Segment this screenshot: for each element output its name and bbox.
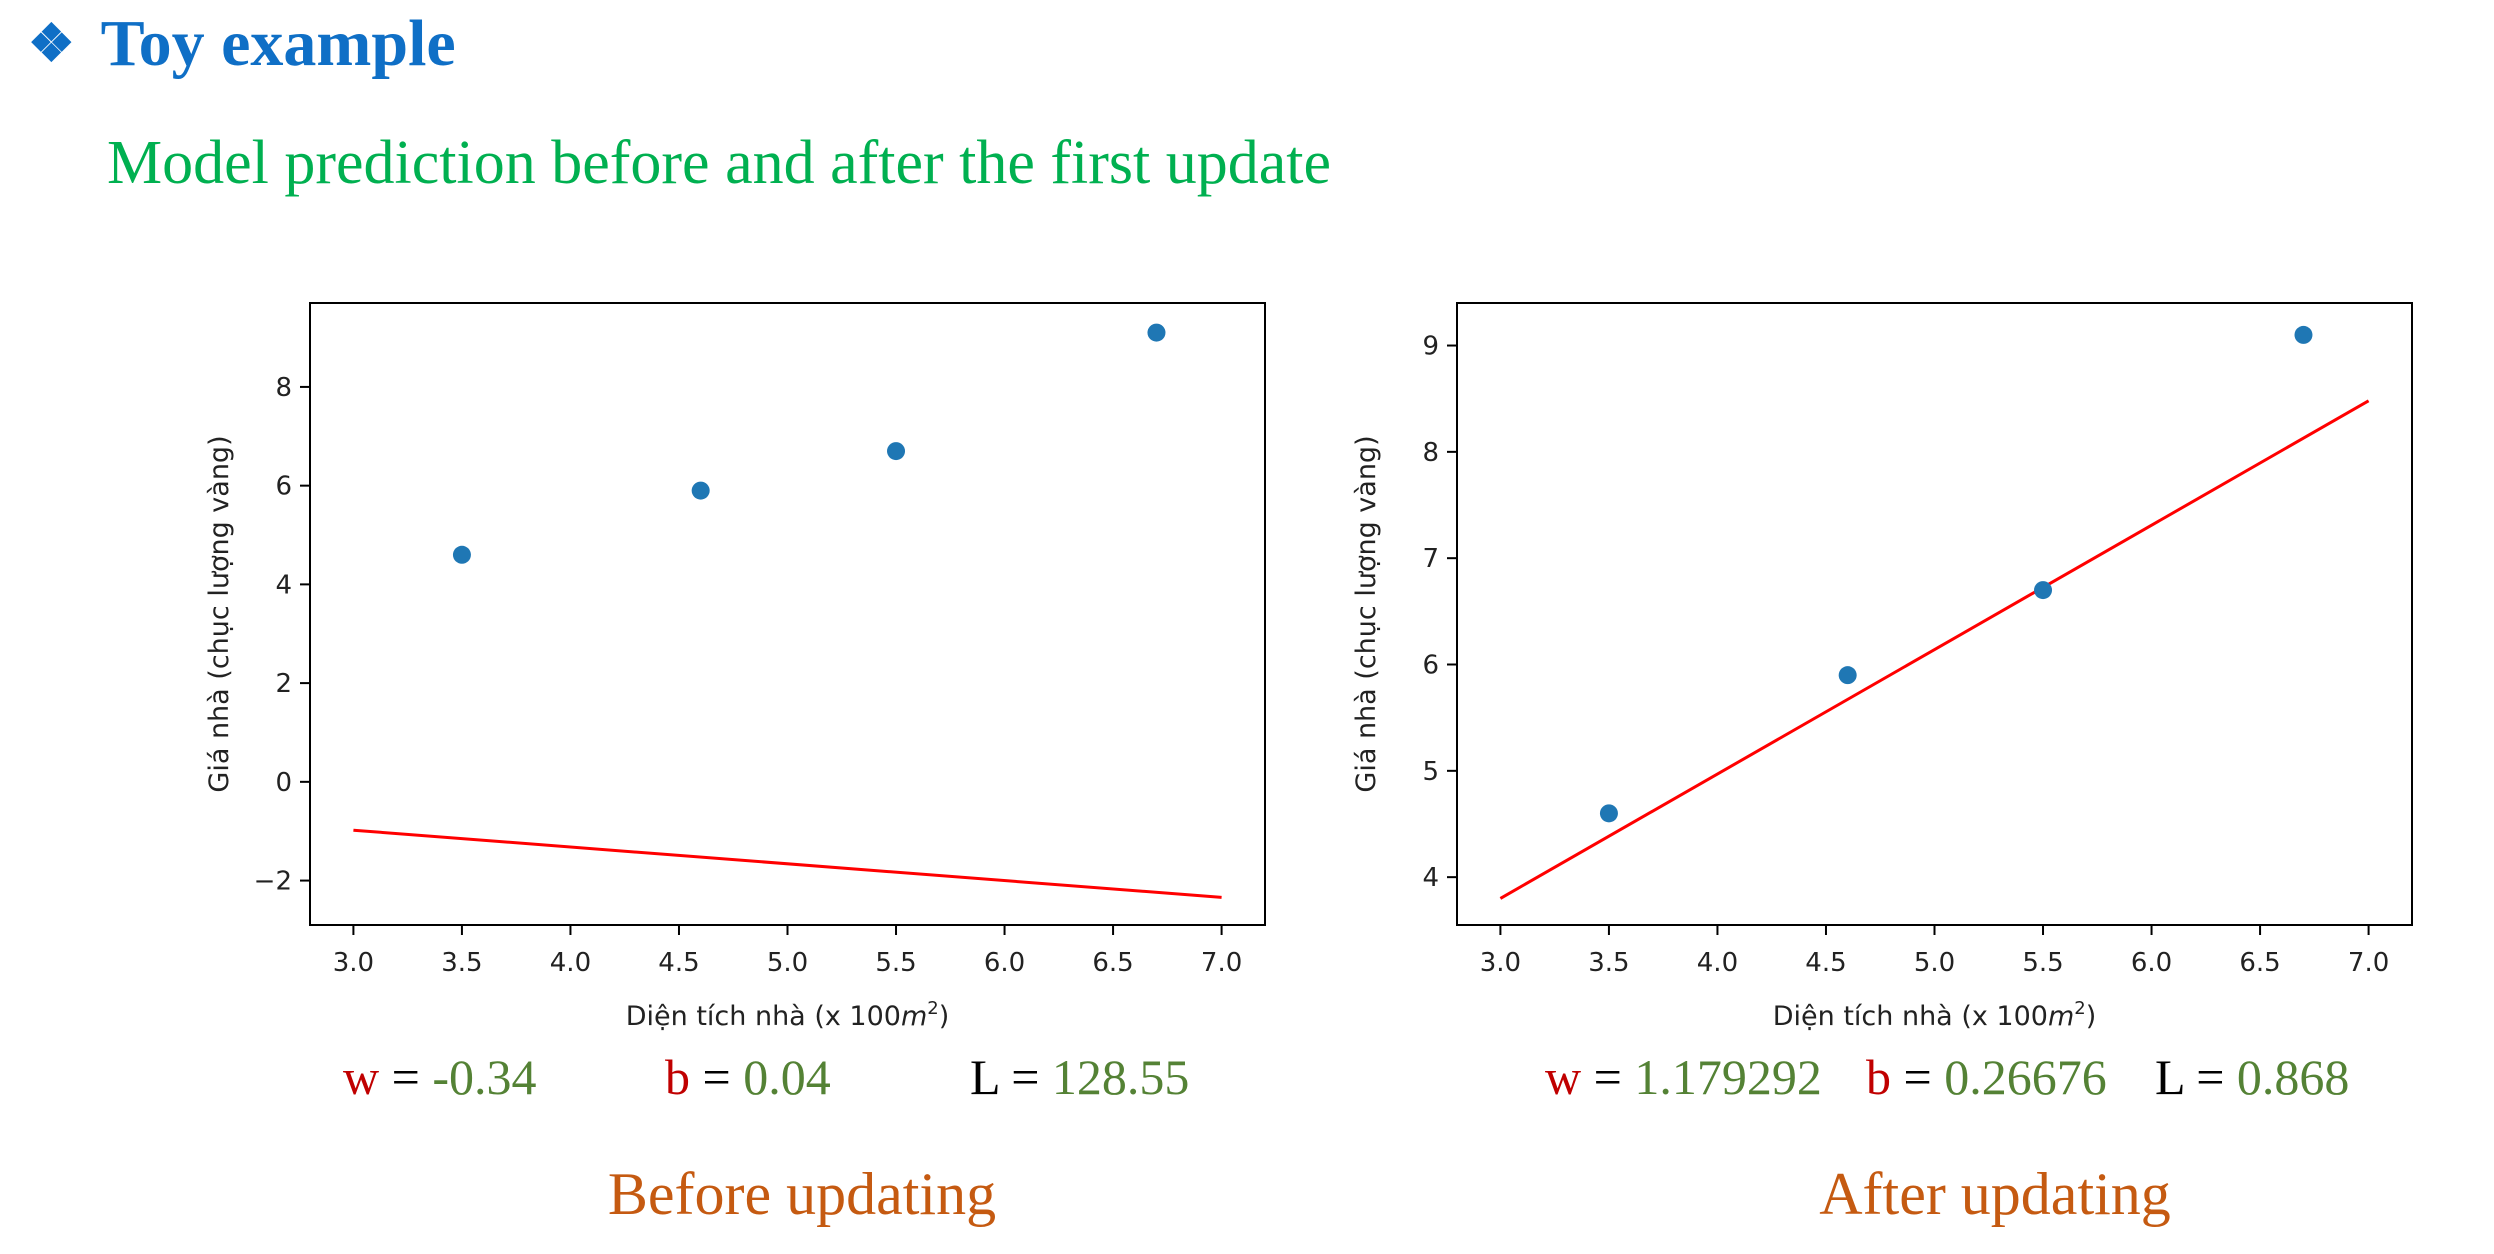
caption-before: Before updating bbox=[607, 1161, 997, 1227]
param-b-after: b = 0.26676 bbox=[1866, 1049, 2107, 1105]
after-data-point bbox=[2034, 581, 2053, 600]
after-ytick-label: 6 bbox=[1422, 651, 1439, 681]
before-xtick-label: 3.5 bbox=[441, 948, 482, 978]
before-xtick-label: 5.0 bbox=[767, 948, 808, 978]
after-data-point bbox=[1838, 666, 1857, 685]
after-xtick-label: 4.5 bbox=[1805, 948, 1846, 978]
after-y-axis-label: Giá nhà (chục lượng vàng) bbox=[1351, 435, 1382, 792]
after-xtick-label: 3.5 bbox=[1588, 948, 1629, 978]
after-data-point bbox=[2294, 325, 2313, 344]
param-b-before: b = 0.04 bbox=[665, 1049, 831, 1105]
param-l-before: L = 128.55 bbox=[970, 1049, 1190, 1105]
after-plot-frame bbox=[1456, 302, 2413, 926]
after-ytick-label: 9 bbox=[1422, 332, 1439, 362]
slide-title-text: Toy example bbox=[100, 7, 456, 80]
after-x-axis-label: Diện tích nhà (x 100m2) bbox=[1773, 998, 2097, 1032]
after-xtick-label: 4.0 bbox=[1697, 948, 1738, 978]
before-xtick-label: 6.5 bbox=[1092, 948, 1133, 978]
before-ytick-label: 6 bbox=[275, 472, 292, 502]
before-ytick-label: 8 bbox=[275, 373, 292, 403]
before-prediction-line bbox=[353, 828, 1222, 899]
after-xtick-label: 6.5 bbox=[2239, 948, 2280, 978]
param-l-after: L = 0.868 bbox=[2155, 1049, 2350, 1105]
after-xtick-label: 5.5 bbox=[2022, 948, 2063, 978]
after-xtick-label: 6.0 bbox=[2131, 948, 2172, 978]
diamond-bullet-icon: ❖ bbox=[28, 16, 75, 73]
after-ytick-label: 7 bbox=[1422, 544, 1439, 574]
before-xtick-label: 4.5 bbox=[658, 948, 699, 978]
after-prediction-line bbox=[1499, 399, 2370, 900]
before-data-point bbox=[691, 481, 710, 500]
before-ytick-label: 2 bbox=[275, 669, 292, 699]
before-y-axis-label: Giá nhà (chục lượng vàng) bbox=[204, 435, 235, 792]
after-ytick-label: 4 bbox=[1422, 863, 1439, 893]
slide-title: ❖ Toy example bbox=[28, 6, 456, 82]
param-w-before: w = -0.34 bbox=[343, 1049, 537, 1105]
before-data-point bbox=[887, 442, 906, 461]
before-xtick-label: 5.5 bbox=[875, 948, 916, 978]
before-xtick-label: 4.0 bbox=[550, 948, 591, 978]
before-xtick-label: 6.0 bbox=[984, 948, 1025, 978]
before-ytick-label: 4 bbox=[275, 570, 292, 600]
before-xtick-label: 3.0 bbox=[333, 948, 374, 978]
caption-after: After updating bbox=[1819, 1161, 2171, 1227]
param-w-after: w = 1.179292 bbox=[1545, 1049, 1822, 1105]
before-plot-frame bbox=[309, 302, 1266, 926]
before-ytick-label: 0 bbox=[275, 768, 292, 798]
after-ytick-label: 5 bbox=[1422, 757, 1439, 787]
before-ytick-label: −2 bbox=[254, 867, 292, 897]
after-xtick-label: 5.0 bbox=[1914, 948, 1955, 978]
after-xtick-label: 3.0 bbox=[1480, 948, 1521, 978]
before-xtick-label: 7.0 bbox=[1201, 948, 1242, 978]
after-data-point bbox=[1599, 804, 1618, 823]
after-ytick-label: 8 bbox=[1422, 438, 1439, 468]
before-x-axis-label: Diện tích nhà (x 100m2) bbox=[626, 998, 950, 1032]
before-data-point bbox=[1147, 323, 1166, 342]
before-data-point bbox=[452, 545, 471, 564]
after-xtick-label: 7.0 bbox=[2348, 948, 2389, 978]
slide-subtitle: Model prediction before and after the fi… bbox=[107, 129, 1332, 197]
